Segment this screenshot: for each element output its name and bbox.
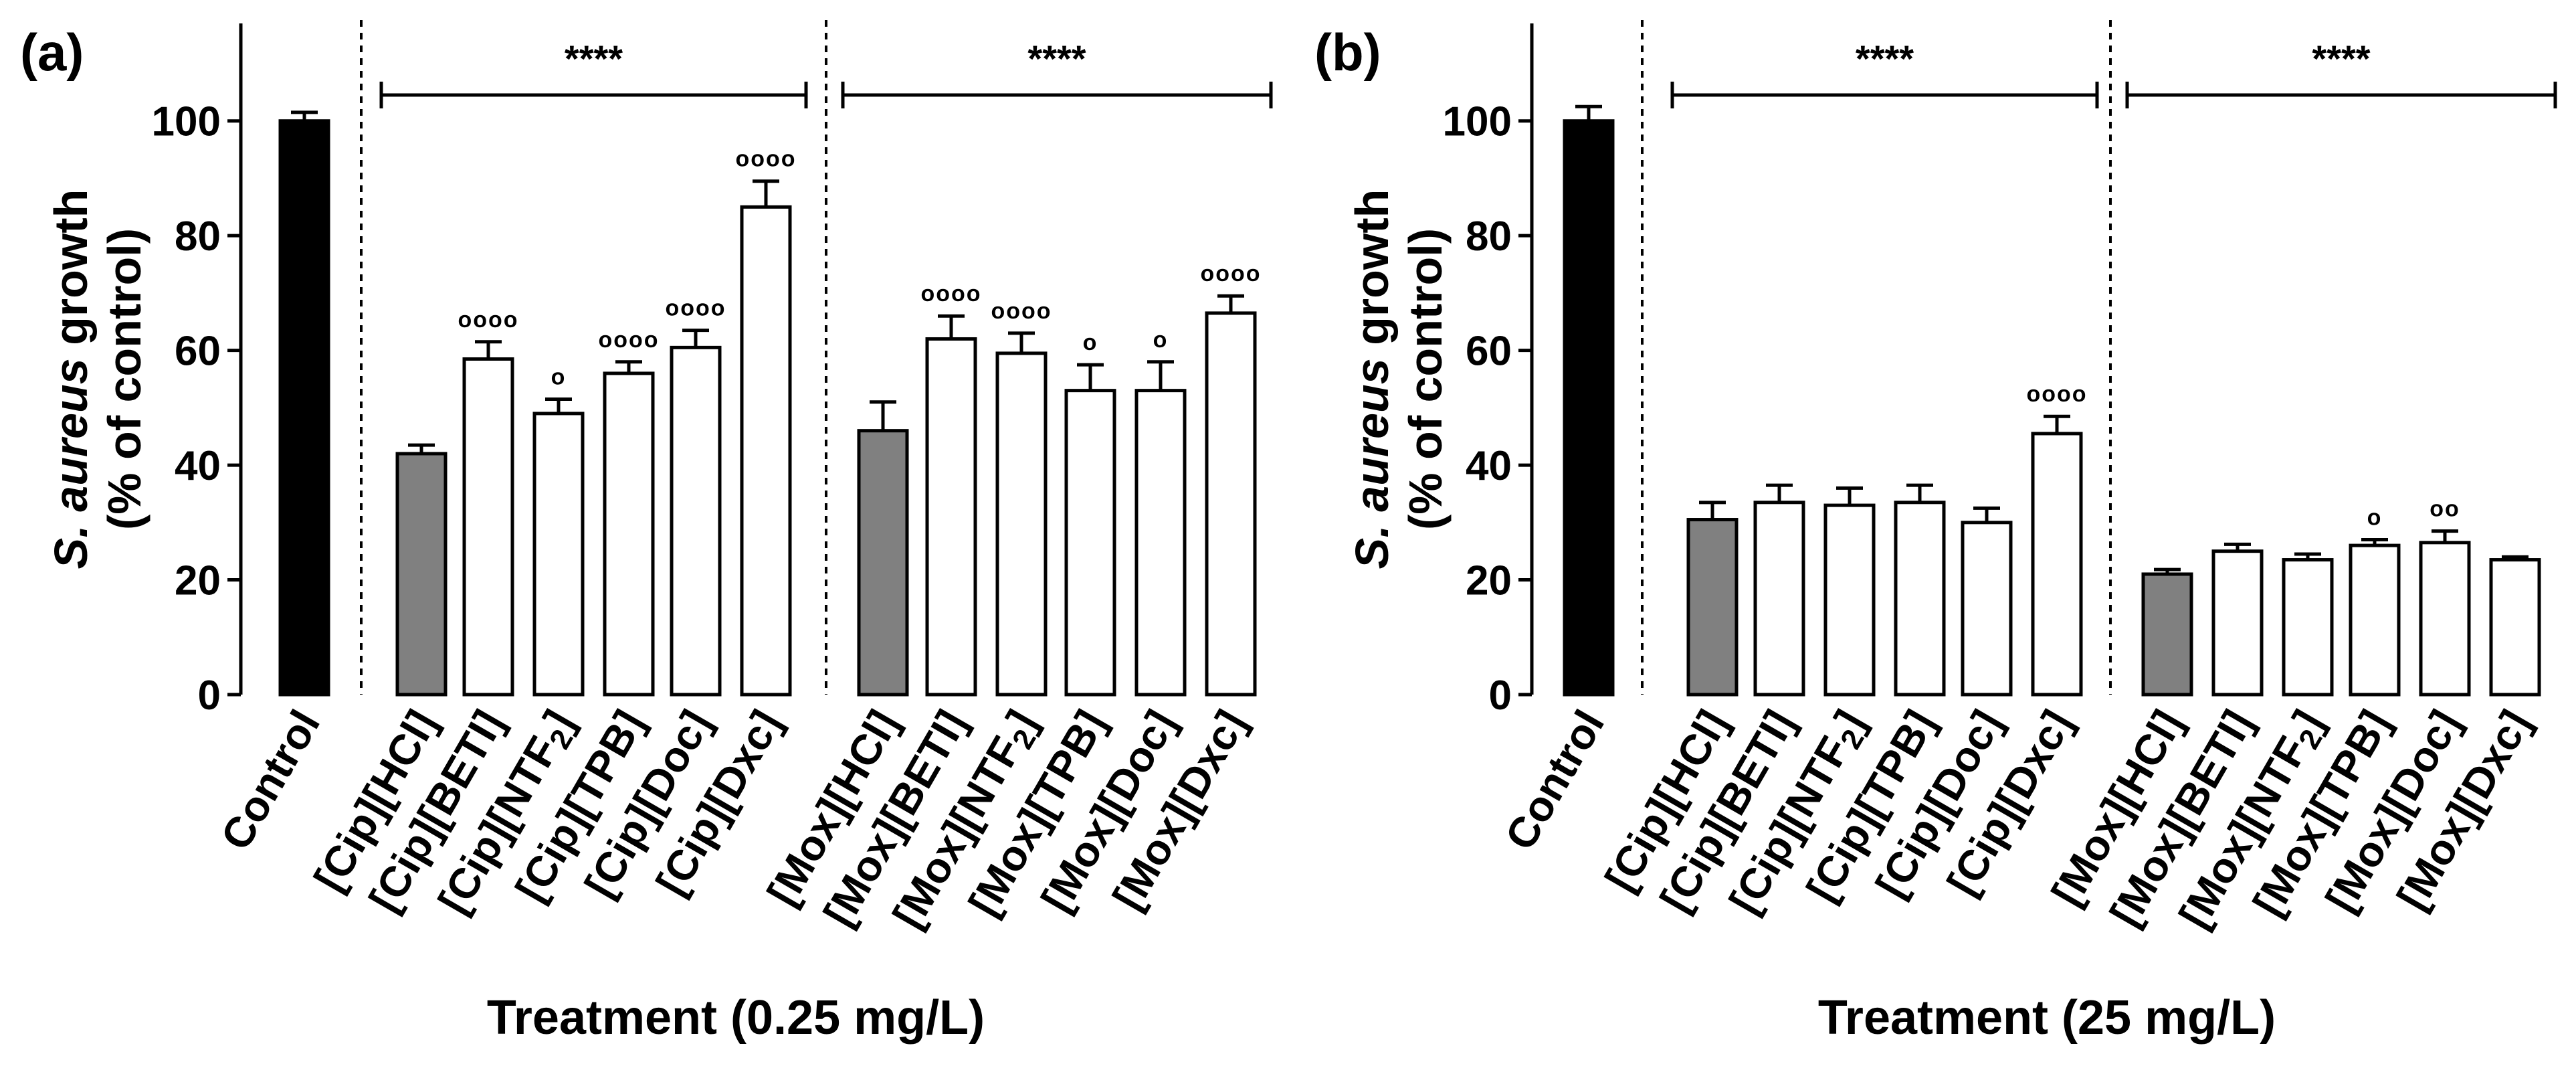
x-axis-title: Treatment (25 mg/L) — [1818, 991, 2276, 1045]
y-tick-label: 80 — [1466, 213, 1512, 260]
y-tick-label: 0 — [1489, 673, 1512, 719]
significance-mark: oooo — [991, 298, 1052, 324]
y-tick-label: 60 — [175, 329, 221, 375]
significance-mark: oooo — [598, 327, 659, 353]
x-axis-title: Treatment (0.25 mg/L) — [487, 991, 985, 1045]
bar — [1823, 503, 1876, 697]
bar — [2349, 543, 2401, 697]
bracket-label: **** — [565, 37, 623, 80]
bar — [1134, 389, 1187, 697]
bar — [2141, 572, 2193, 697]
significance-mark: o — [2367, 505, 2383, 531]
bar — [1563, 119, 1615, 697]
y-tick-label: 0 — [198, 673, 221, 719]
bar — [670, 345, 722, 697]
y-axis-title: S. aureus growth — [1346, 189, 1398, 569]
significance-mark: o — [1153, 327, 1169, 353]
y-tick-label: 60 — [1466, 329, 1512, 375]
bar — [2489, 558, 2541, 697]
y-tick-label: 80 — [175, 213, 221, 260]
bar — [1894, 501, 1946, 697]
category-label: Control — [1496, 702, 1613, 858]
y-axis-title-rest: growth — [1346, 189, 1398, 359]
bar — [1205, 311, 1257, 697]
bracket-label: **** — [1856, 37, 1914, 80]
significance-mark: o — [551, 365, 567, 390]
y-tick-label: 100 — [1443, 99, 1512, 145]
significance-mark: oooo — [665, 296, 726, 321]
bar — [1961, 521, 2013, 697]
bar — [857, 429, 909, 697]
bar — [2031, 432, 2083, 697]
bracket-label: **** — [1027, 37, 1086, 80]
y-tick-label: 20 — [175, 558, 221, 604]
bar — [995, 351, 1048, 697]
significance-mark: oo — [2430, 497, 2460, 522]
significance-mark: oooo — [920, 281, 981, 306]
bar — [532, 412, 585, 697]
bar — [2282, 558, 2334, 697]
bar — [462, 357, 514, 697]
panel-label: (b) — [1314, 23, 1381, 82]
bar — [1686, 518, 1739, 697]
bar — [1064, 389, 1116, 697]
bar — [740, 205, 792, 697]
y-axis-title-line2: (% of control) — [1399, 228, 1452, 530]
y-axis-title-line2: (% of control) — [98, 228, 151, 530]
significance-mark: oooo — [1200, 261, 1261, 286]
chart-panel-a: (a) 0 20 40 60 80 100 S. aureus growth (% of con… — [20, 20, 1273, 1045]
significance-mark: o — [1083, 330, 1098, 355]
significance-mark: oooo — [2026, 381, 2087, 407]
bar — [925, 337, 977, 697]
panel-label: (a) — [20, 23, 84, 82]
y-tick-label: 40 — [175, 443, 221, 489]
chart-panel-b: (b) 0 20 40 60 80 100 S. aureus growth (% of con… — [1314, 20, 2557, 1045]
bracket-label: **** — [2312, 37, 2370, 80]
y-tick-label: 40 — [1466, 443, 1512, 489]
bar — [278, 119, 330, 697]
y-tick-label: 20 — [1466, 558, 1512, 604]
significance-mark: oooo — [458, 307, 518, 333]
y-axis-title-italic: S. aureus — [1346, 358, 1398, 569]
category-label: Control — [211, 702, 329, 858]
bar — [2419, 541, 2471, 697]
y-axis-title-italic: S. aureus — [45, 358, 97, 569]
y-tick-label: 100 — [152, 99, 221, 145]
bar — [603, 371, 655, 697]
significance-mark: oooo — [735, 147, 796, 172]
y-axis-title-rest: growth — [45, 189, 97, 359]
y-axis-title: S. aureus growth — [45, 189, 97, 569]
bar — [1753, 501, 1805, 697]
bar — [2211, 549, 2264, 697]
bar — [395, 452, 448, 697]
